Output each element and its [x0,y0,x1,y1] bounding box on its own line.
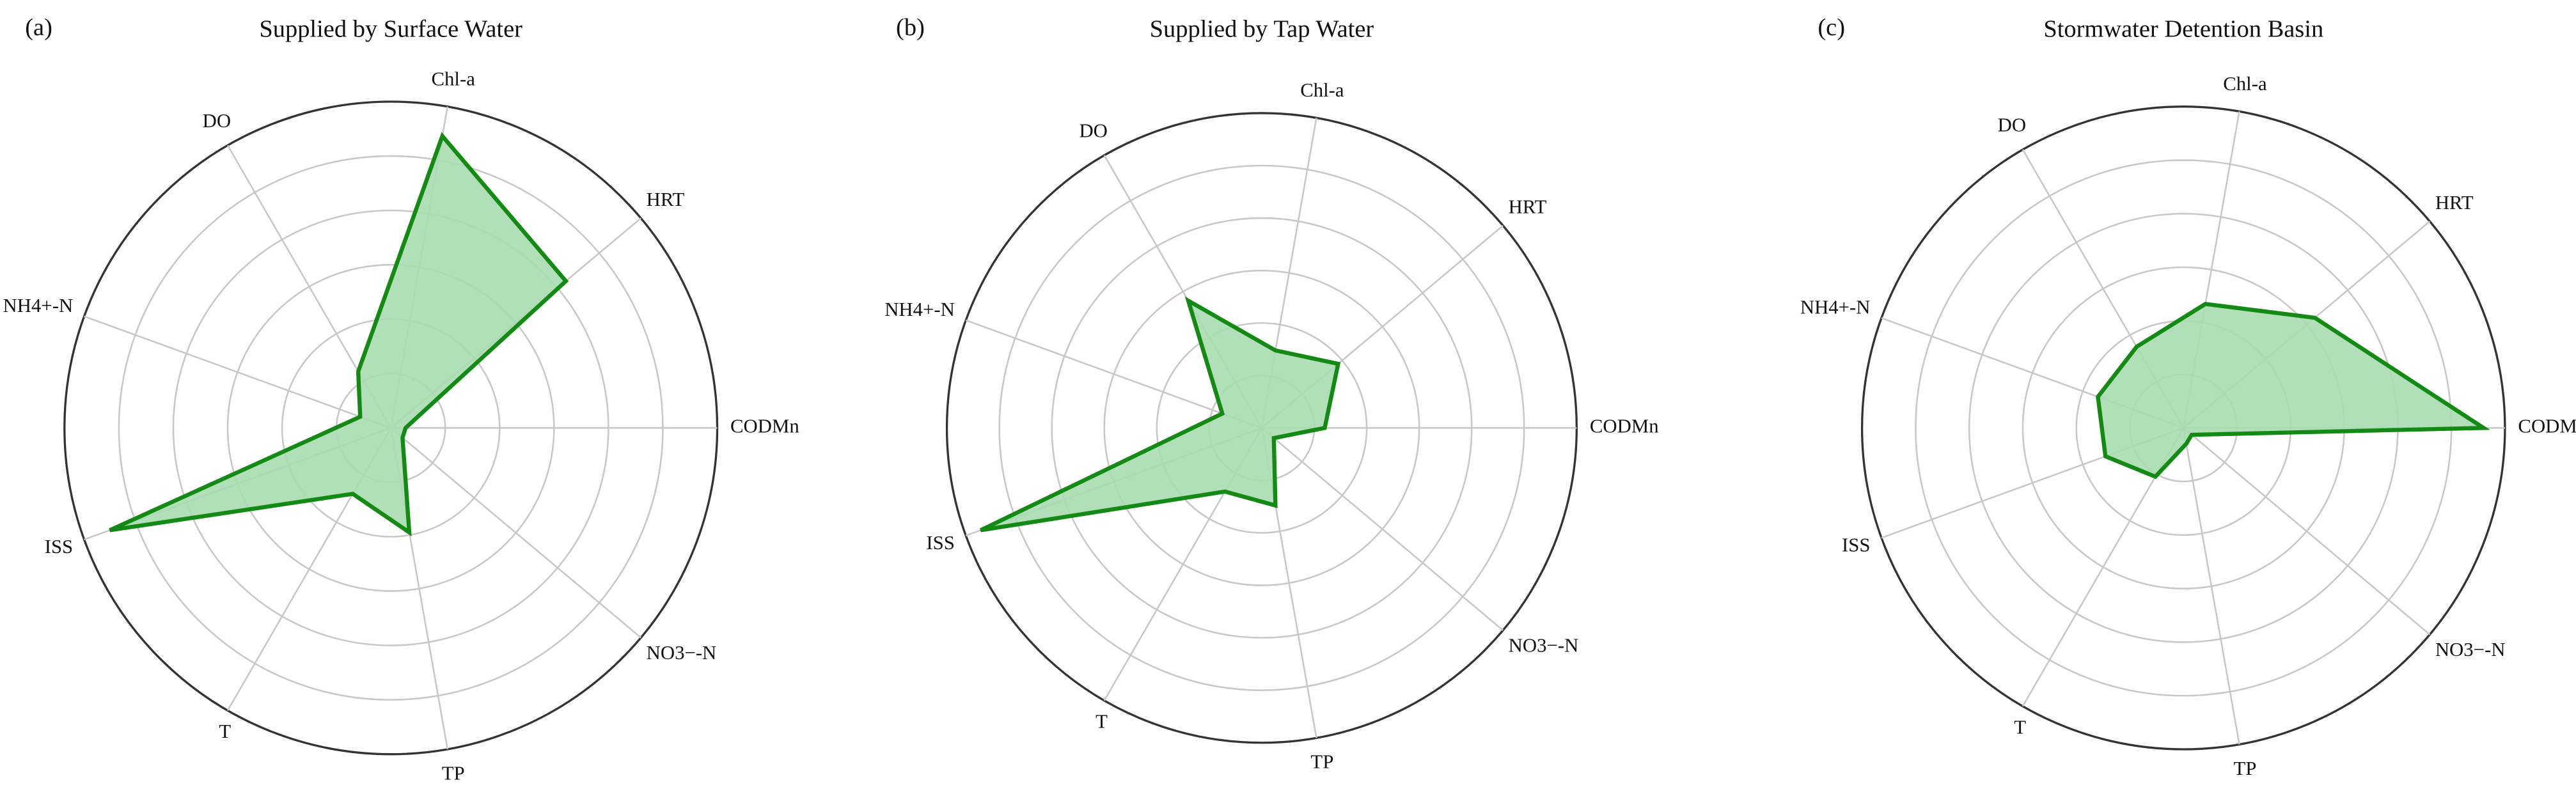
chart-title: Stormwater Detention Basin [2043,16,2323,43]
spoke [390,427,641,639]
category-label: NH4+-N [1800,296,1871,318]
category-label: NH4+-N [884,299,955,320]
category-label: T [2014,716,2026,738]
category-label: ISS [1842,534,1870,556]
radar-area [980,296,1341,533]
category-label: TP [2234,758,2257,779]
spoke [84,315,391,429]
category-label: NO3−-N [2435,639,2506,660]
category-label: CODMn [2518,415,2576,437]
category-label: CODMn [730,415,799,437]
category-label: TP [1310,751,1333,773]
category-label: ISS [45,536,73,557]
category-label: Chl-a [432,68,476,90]
radar-area [109,132,569,537]
spoke [2182,428,2240,745]
spoke [1261,427,1504,631]
category-label: NH4+-N [3,295,74,316]
panel-label: (c) [1818,14,1845,41]
chart-title: Supplied by Tap Water [1150,16,1374,43]
category-label: HRT [647,189,685,210]
panel-label: (b) [896,14,925,41]
panel-label: (a) [25,14,52,41]
category-label: TP [442,762,465,784]
category-label: HRT [2435,192,2474,214]
category-label: Chl-a [2223,73,2267,95]
category-label: DO [1079,120,1107,141]
spoke [965,319,1262,429]
radar-area [2096,302,2490,479]
chart-title: Supplied by Surface Water [259,16,522,43]
category-label: NO3−-N [1509,634,1579,656]
category-label: DO [203,110,231,132]
category-label: DO [1998,114,2026,136]
category-label: HRT [1509,196,1547,218]
category-label: Chl-a [1300,79,1344,101]
category-label: T [1096,710,1108,732]
category-label: ISS [926,532,954,554]
spoke [2183,427,2431,635]
category-label: T [219,721,231,742]
category-label: NO3−-N [647,642,717,664]
category-label: CODMn [1590,415,1659,437]
